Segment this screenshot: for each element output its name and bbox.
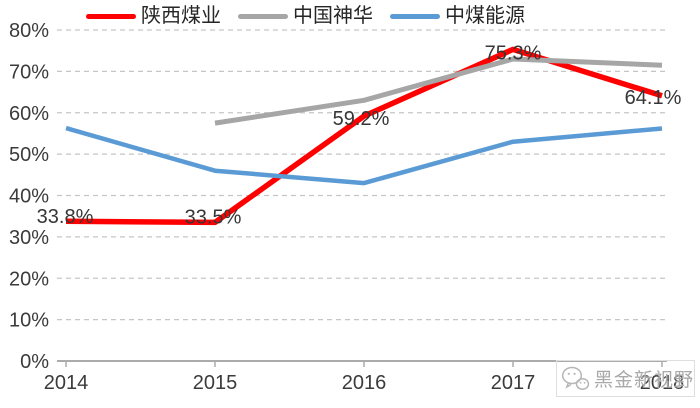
legend-line-swatch-gray <box>238 13 288 19</box>
data-label: 75.3% <box>485 42 542 64</box>
y-tick-label: 70% <box>9 61 49 83</box>
x-tick-label: 2018 <box>640 372 685 394</box>
legend-line-swatch-red <box>86 13 136 19</box>
legend-label: 陕西煤业 <box>141 5 221 27</box>
legend-line-swatch-blue <box>390 13 440 19</box>
y-tick-label: 50% <box>9 144 49 166</box>
y-tick-label: 80% <box>9 20 49 42</box>
wechat-icon <box>561 366 590 390</box>
y-tick-label: 0% <box>20 351 49 373</box>
x-tick-label: 2014 <box>44 372 89 394</box>
data-label: 33.8% <box>37 206 94 228</box>
data-label: 64.1% <box>625 87 682 109</box>
y-tick-label: 60% <box>9 103 49 125</box>
watermark: 黑金新视野 <box>556 360 695 397</box>
legend-label: 中国神华 <box>293 5 373 27</box>
data-label: 59.2% <box>333 108 390 130</box>
x-tick-label: 2016 <box>342 372 387 394</box>
y-tick-label: 30% <box>9 227 49 249</box>
y-tick-label: 10% <box>9 310 49 332</box>
watermark-text: 黑金新视野 <box>593 370 694 391</box>
legend-label: 中煤能源 <box>445 5 525 27</box>
x-tick-label: 2017 <box>491 372 536 394</box>
series-line-2 <box>65 125 663 186</box>
series-line-0 <box>65 46 663 226</box>
series-line-1 <box>214 56 663 126</box>
y-tick-label: 20% <box>9 268 49 290</box>
chart-legend: 陕西煤业 中国神华 中煤能源 <box>86 3 525 29</box>
legend-item-china-coal: 中煤能源 <box>390 3 525 29</box>
legend-item-shaanxi-coal: 陕西煤业 <box>86 3 221 29</box>
y-tick-label: 40% <box>9 186 49 208</box>
data-label: 33.5% <box>185 206 242 228</box>
legend-item-china-shenhua: 中国神华 <box>238 3 373 29</box>
x-tick-label: 2015 <box>193 372 238 394</box>
